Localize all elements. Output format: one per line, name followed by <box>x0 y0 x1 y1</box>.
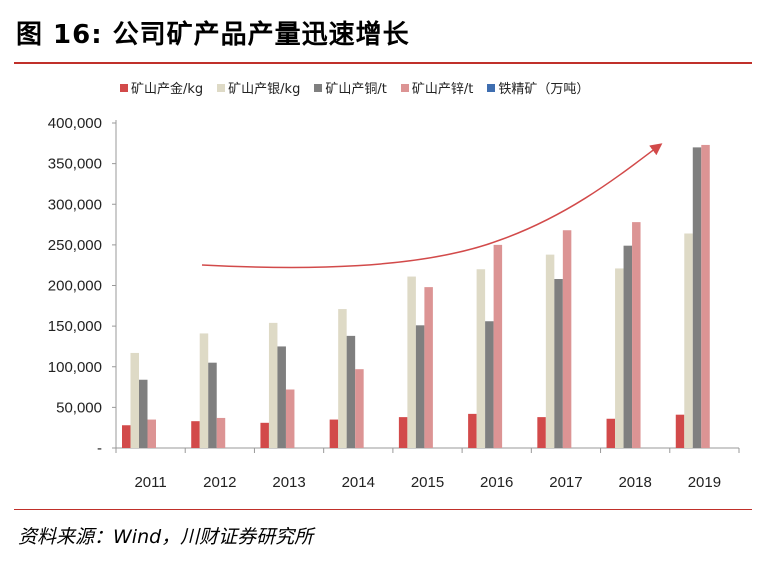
bar <box>537 417 546 448</box>
bar <box>260 422 269 448</box>
bar <box>407 276 416 448</box>
bar <box>476 269 486 448</box>
trend-arrow <box>201 143 663 269</box>
bar <box>623 245 633 448</box>
legend-item: 矿山产铜/t <box>314 78 387 97</box>
bar <box>277 346 286 448</box>
bar <box>355 369 364 448</box>
legend-item: 矿山产锌/t <box>400 78 474 97</box>
source-divider <box>14 509 752 510</box>
bar <box>615 268 624 448</box>
legend-swatch <box>217 83 226 92</box>
legend-label: 矿山产锌/t <box>411 82 474 97</box>
bar <box>139 379 148 448</box>
x-tick-label: 2011 <box>134 474 166 491</box>
legend-swatch <box>487 83 496 92</box>
bar <box>554 279 563 448</box>
bar <box>147 419 156 448</box>
y-tick-label: 400,000 <box>48 115 102 132</box>
x-tick-label: 2017 <box>549 474 582 491</box>
x-tick-label: 2014 <box>342 474 375 491</box>
bar <box>398 417 408 448</box>
legend-swatch <box>314 83 323 92</box>
figure-title: 图 16: 公司矿产品产量迅速增长 <box>16 20 410 50</box>
legend-item: 铁精矿（万吨） <box>487 78 589 97</box>
legend-label: 矿山产银/kg <box>228 82 301 97</box>
legend-label: 矿山产金/kg <box>131 82 204 97</box>
x-tick-label: 2013 <box>272 474 305 491</box>
bar <box>216 417 226 448</box>
bar <box>468 413 477 448</box>
bar <box>493 244 503 448</box>
source-note: 资料来源：Wind，川财证券研究所 <box>18 526 314 548</box>
bar <box>208 362 217 448</box>
title-divider <box>14 62 752 64</box>
bar <box>701 144 710 448</box>
legend-label: 矿山产铜/t <box>325 82 387 97</box>
bar <box>485 321 494 448</box>
bar <box>606 418 616 448</box>
y-tick-label: 150,000 <box>48 318 102 335</box>
legend-swatch <box>400 83 409 92</box>
bar <box>424 287 433 448</box>
bar <box>122 425 131 448</box>
y-tick-label: 100,000 <box>48 359 102 376</box>
y-tick-label: 350,000 <box>48 156 102 173</box>
y-tick-label: 50,000 <box>56 399 102 416</box>
bar <box>329 419 339 448</box>
bar <box>285 389 295 448</box>
y-tick-label: 300,000 <box>48 196 102 213</box>
x-tick-label: 2018 <box>618 474 651 491</box>
bar <box>268 322 278 448</box>
bar <box>346 335 356 448</box>
bar <box>415 325 425 448</box>
bar <box>130 352 139 448</box>
y-tick-label: 250,000 <box>48 237 102 254</box>
bar <box>338 309 347 448</box>
bar <box>562 230 572 448</box>
legend-item: 矿山产银/kg <box>217 78 300 97</box>
legend-item: 矿山产金/kg <box>120 78 203 97</box>
legend: 矿山产金/kg 矿山产银/kg 矿山产铜/t 矿山产锌/t 铁精矿（万吨） <box>120 78 589 97</box>
bar <box>191 421 200 448</box>
y-tick-label: - <box>97 440 102 457</box>
x-tick-label: 2015 <box>411 474 444 491</box>
bar <box>675 414 685 448</box>
legend-swatch <box>120 83 128 92</box>
x-tick-label: 2019 <box>688 474 721 491</box>
x-tick-label: 2016 <box>480 474 513 491</box>
bar <box>684 233 693 448</box>
bar <box>199 333 209 448</box>
bar <box>632 222 641 448</box>
bar <box>545 254 555 448</box>
legend-label: 铁精矿（万吨） <box>498 82 590 97</box>
x-tick-label: 2012 <box>203 474 236 491</box>
y-tick-label: 200,000 <box>48 278 102 295</box>
bar <box>692 147 702 448</box>
